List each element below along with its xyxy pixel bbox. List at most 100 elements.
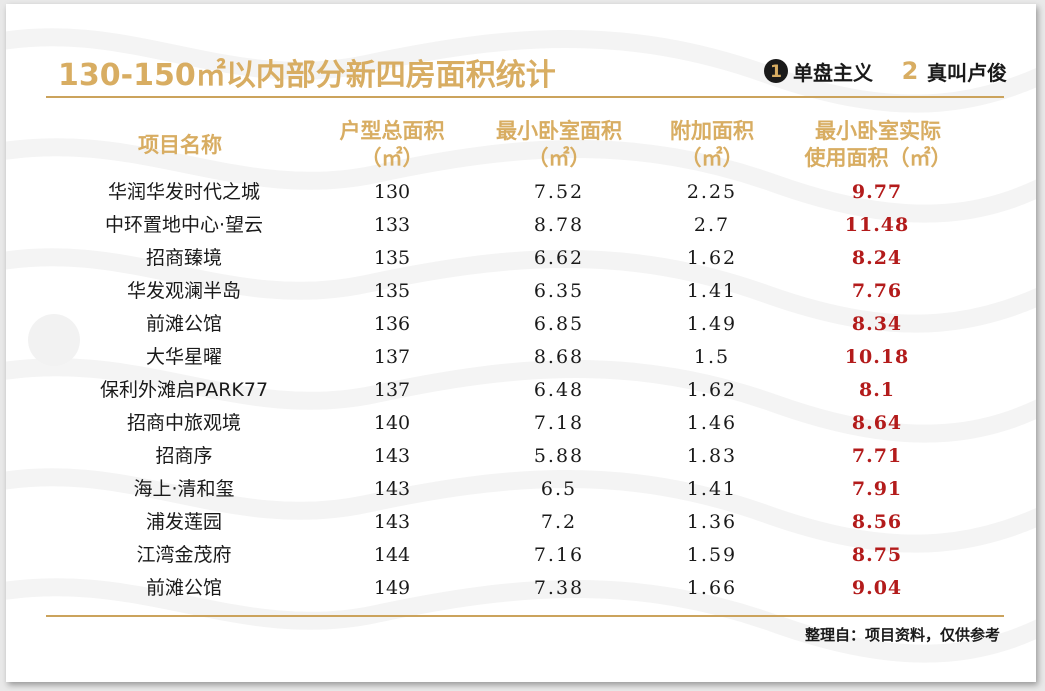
additional-area: 1.36: [686, 511, 738, 533]
additional-area: 1.66: [686, 577, 738, 599]
project-name: 招商中旅观境: [126, 412, 241, 434]
min-bedroom-area: 7.52: [533, 181, 585, 203]
brand-logo-zhenjiaolujun: 2 真叫卢俊: [897, 56, 1007, 86]
actual-usable-area: 9.04: [851, 577, 903, 599]
min-bedroom-area: 5.88: [533, 445, 585, 467]
table-row: 前滩公馆 149 7.38 1.66 9.04: [6, 572, 1036, 605]
brand-name: 真叫卢俊: [927, 60, 1007, 85]
header-label: 附加面积: [670, 119, 754, 143]
brand-number-two-icon: 2: [902, 58, 919, 84]
additional-area: 1.5: [693, 346, 731, 368]
table-row: 前滩公馆 136 6.85 1.49 8.34: [6, 308, 1036, 341]
column-header-min-bedroom-area: 最小卧室面积 （㎡）: [472, 118, 646, 172]
brand-logo-danpanzhuyi: 1 单盘主义: [763, 56, 873, 86]
actual-usable-area: 8.34: [851, 313, 903, 335]
total-area: 133: [373, 214, 411, 236]
min-bedroom-area: 7.38: [533, 577, 585, 599]
project-name: 江湾金茂府: [136, 544, 232, 566]
wave-pattern-background: [6, 28, 1036, 663]
table-row: 招商中旅观境 140 7.18 1.46 8.64: [6, 407, 1036, 440]
column-header-project-name: 项目名称: [60, 132, 300, 159]
actual-usable-area: 11.48: [844, 214, 910, 236]
header-unit: （㎡）: [527, 146, 591, 170]
project-name: 招商臻境: [145, 247, 222, 269]
min-bedroom-area: 6.48: [533, 379, 585, 401]
total-area: 137: [373, 346, 411, 368]
source-footnote: 整理自：项目资料，仅供参考: [804, 626, 1000, 644]
project-name: 海上·清和玺: [133, 478, 235, 500]
header-unit: （㎡）: [360, 146, 424, 170]
additional-area: 2.25: [686, 181, 738, 203]
additional-area: 1.41: [686, 280, 738, 302]
column-header-actual-usable-area: 最小卧室实际 使用面积（㎡）: [778, 118, 978, 172]
svg-text:1: 1: [770, 62, 782, 82]
table-row: 招商臻境 135 6.62 1.62 8.24: [6, 242, 1036, 275]
total-area: 136: [373, 313, 411, 335]
project-name: 大华星曜: [145, 346, 222, 368]
total-area: 144: [373, 544, 411, 566]
total-area: 143: [373, 511, 411, 533]
total-area: 140: [373, 412, 411, 434]
actual-usable-area: 8.24: [851, 247, 903, 269]
header-unit: （㎡）: [680, 146, 744, 170]
table-row: 华润华发时代之城 130 7.52 2.25 9.77: [6, 176, 1036, 209]
table-row: 保利外滩启PARK77 137 6.48 1.62 8.1: [6, 374, 1036, 407]
total-area: 143: [373, 445, 411, 467]
actual-usable-area: 7.76: [851, 280, 903, 302]
min-bedroom-area: 8.78: [533, 214, 585, 236]
table-row: 海上·清和玺 143 6.5 1.41 7.91: [6, 473, 1036, 506]
total-area: 143: [373, 478, 411, 500]
page-title: 130-150㎡以内部分新四房面积统计: [58, 58, 556, 93]
project-name: 前滩公馆: [145, 577, 222, 599]
project-name: 中环置地中心·望云: [104, 214, 264, 236]
additional-area: 1.46: [686, 412, 738, 434]
additional-area: 1.62: [686, 247, 738, 269]
brand-name: 单盘主义: [793, 60, 873, 85]
report-card: 130-150㎡以内部分新四房面积统计 1 单盘主义 2 真叫卢俊 项目名称 户…: [6, 4, 1036, 682]
actual-usable-area: 7.91: [851, 478, 903, 500]
header-label: 最小卧室实际: [815, 119, 941, 143]
header-unit: 使用面积（㎡）: [804, 146, 952, 170]
table-row: 华发观澜半岛 135 6.35 1.41 7.76: [6, 275, 1036, 308]
brand-number-one-icon: 1: [764, 59, 788, 83]
additional-area: 1.49: [686, 313, 738, 335]
total-area: 130: [373, 181, 411, 203]
header-divider: [46, 96, 1004, 98]
additional-area: 1.59: [686, 544, 738, 566]
svg-text:2: 2: [902, 58, 919, 84]
min-bedroom-area: 6.35: [533, 280, 585, 302]
actual-usable-area: 7.71: [851, 445, 903, 467]
table-row: 浦发莲园 143 7.2 1.36 8.56: [6, 506, 1036, 539]
min-bedroom-area: 7.2: [540, 511, 578, 533]
total-area: 137: [373, 379, 411, 401]
table-row: 招商序 143 5.88 1.83 7.71: [6, 440, 1036, 473]
header-label: 户型总面积: [339, 119, 445, 143]
project-name: 保利外滩启PARK77: [99, 379, 269, 401]
actual-usable-area: 8.75: [851, 544, 903, 566]
table-row: 大华星曜 137 8.68 1.5 10.18: [6, 341, 1036, 374]
total-area: 135: [373, 280, 411, 302]
min-bedroom-area: 6.62: [533, 247, 585, 269]
additional-area: 1.41: [686, 478, 738, 500]
min-bedroom-area: 7.18: [533, 412, 585, 434]
column-header-additional-area: 附加面积 （㎡）: [632, 118, 792, 172]
additional-area: 1.83: [686, 445, 738, 467]
total-area: 149: [373, 577, 411, 599]
table-row: 江湾金茂府 144 7.16 1.59 8.75: [6, 539, 1036, 572]
footer-divider: [46, 615, 1004, 617]
additional-area: 2.7: [693, 214, 731, 236]
actual-usable-area: 8.56: [851, 511, 903, 533]
actual-usable-area: 8.64: [851, 412, 903, 434]
project-name: 华发观澜半岛: [126, 280, 241, 302]
project-name: 浦发莲园: [145, 511, 222, 533]
column-header-total-area: 户型总面积 （㎡）: [312, 118, 472, 172]
min-bedroom-area: 6.85: [533, 313, 585, 335]
min-bedroom-area: 8.68: [533, 346, 585, 368]
actual-usable-area: 10.18: [844, 346, 910, 368]
min-bedroom-area: 7.16: [533, 544, 585, 566]
min-bedroom-area: 6.5: [540, 478, 578, 500]
project-name: 华润华发时代之城: [107, 181, 260, 203]
header-label: 最小卧室面积: [496, 119, 622, 143]
actual-usable-area: 8.1: [858, 379, 896, 401]
project-name: 前滩公馆: [145, 313, 222, 335]
